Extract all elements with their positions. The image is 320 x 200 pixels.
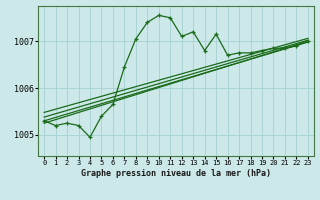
X-axis label: Graphe pression niveau de la mer (hPa): Graphe pression niveau de la mer (hPa) <box>81 169 271 178</box>
